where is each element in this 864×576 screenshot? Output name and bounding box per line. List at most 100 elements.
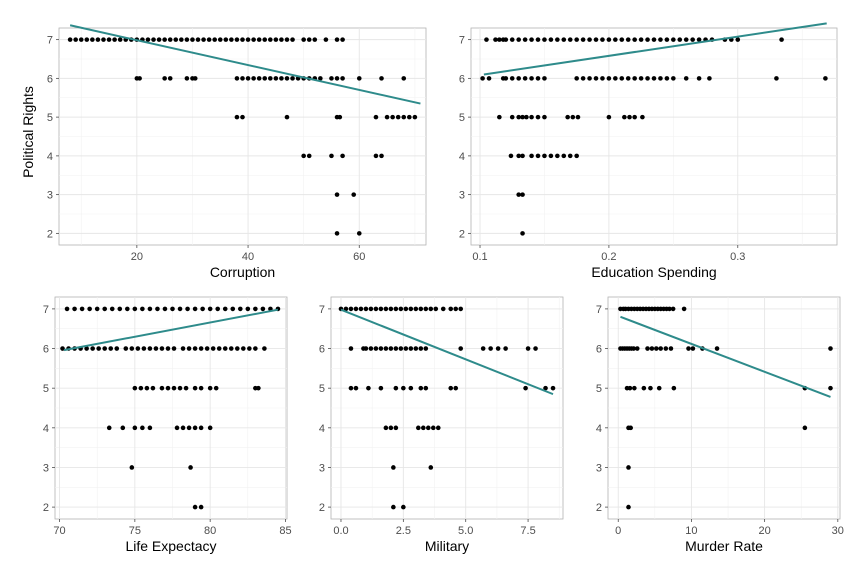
data-point <box>828 346 833 351</box>
data-point <box>508 153 514 159</box>
data-point <box>448 306 454 312</box>
data-point <box>162 76 167 81</box>
data-point <box>353 306 359 312</box>
data-point <box>177 306 183 312</box>
data-point <box>683 37 689 42</box>
data-point <box>165 346 171 351</box>
y-tick-label: 6 <box>596 344 602 356</box>
data-point <box>421 425 426 431</box>
data-point <box>418 385 424 391</box>
data-point <box>670 306 676 312</box>
x-tick-label: 0.3 <box>730 251 745 263</box>
data-point <box>567 37 573 42</box>
data-point <box>192 425 198 431</box>
data-point <box>529 114 534 120</box>
data-point <box>520 114 525 120</box>
data-point <box>593 37 599 42</box>
data-point <box>418 346 424 351</box>
data-point <box>90 346 95 351</box>
data-point <box>183 385 189 391</box>
y-tick-label: 2 <box>319 502 325 514</box>
data-point <box>658 346 663 351</box>
data-point <box>73 37 78 42</box>
data-point <box>606 76 612 81</box>
data-point <box>198 425 204 431</box>
y-tick-label: 5 <box>43 383 49 395</box>
data-point <box>212 37 217 42</box>
data-point <box>388 306 394 312</box>
data-point <box>195 37 201 42</box>
x-tick-label: 0 <box>615 525 621 537</box>
data-point <box>802 425 808 431</box>
data-point <box>145 37 151 42</box>
data-point <box>366 385 371 391</box>
data-point <box>570 114 576 120</box>
data-point <box>150 385 156 391</box>
y-tick-label: 5 <box>459 112 465 124</box>
data-point <box>206 37 212 42</box>
data-point <box>159 346 165 351</box>
data-point <box>823 76 828 81</box>
data-point <box>516 153 521 159</box>
data-point <box>408 346 414 351</box>
data-point <box>125 306 130 312</box>
data-point <box>542 114 547 120</box>
data-point <box>245 76 251 81</box>
data-point <box>290 37 295 42</box>
data-point <box>151 37 156 42</box>
y-tick-label: 2 <box>459 228 465 240</box>
data-point <box>379 76 384 81</box>
data-point <box>393 385 399 391</box>
data-point <box>638 37 644 42</box>
data-point <box>101 37 106 42</box>
x-tick-label: 40 <box>242 251 254 263</box>
x-tick-label: 7.5 <box>520 525 535 537</box>
y-tick-label: 5 <box>596 383 602 395</box>
x-tick-label: 75 <box>129 525 141 537</box>
data-point <box>401 114 407 120</box>
data-point <box>247 346 252 351</box>
x-axis-title: Corruption <box>210 264 275 280</box>
y-tick-label: 4 <box>596 423 602 435</box>
data-point <box>129 465 135 470</box>
data-point <box>230 306 236 312</box>
data-point <box>141 346 147 351</box>
data-point <box>671 37 676 42</box>
data-point <box>648 385 653 391</box>
data-point <box>408 306 414 312</box>
data-point <box>363 346 369 351</box>
x-tick-label: 10 <box>685 525 697 537</box>
data-point <box>186 425 192 431</box>
data-point <box>395 114 401 120</box>
data-point <box>96 346 101 351</box>
data-point <box>664 76 670 81</box>
data-point <box>268 37 273 42</box>
x-tick-label: 0.2 <box>601 251 616 263</box>
data-point <box>663 346 669 351</box>
y-tick-label: 2 <box>43 502 49 514</box>
y-tick-label: 2 <box>596 502 602 514</box>
data-point <box>619 76 625 81</box>
data-point <box>162 37 167 42</box>
x-tick-label: 0.0 <box>333 525 348 537</box>
data-point <box>412 114 418 120</box>
data-point <box>509 114 515 120</box>
x-tick-label: 0.1 <box>472 251 487 263</box>
data-point <box>368 306 374 312</box>
y-tick-label: 4 <box>47 151 53 163</box>
data-point <box>223 37 229 42</box>
data-point <box>216 346 222 351</box>
data-point <box>340 37 345 42</box>
data-point <box>383 346 389 351</box>
data-point <box>575 114 581 120</box>
data-point <box>180 425 186 431</box>
y-tick-label: 7 <box>319 304 325 316</box>
data-point <box>516 76 521 81</box>
data-point <box>641 385 647 391</box>
y-tick-label: 6 <box>319 344 325 356</box>
data-point <box>401 385 406 391</box>
data-point <box>428 465 434 470</box>
data-point <box>542 76 547 81</box>
data-point <box>430 425 436 431</box>
data-point <box>525 346 531 351</box>
